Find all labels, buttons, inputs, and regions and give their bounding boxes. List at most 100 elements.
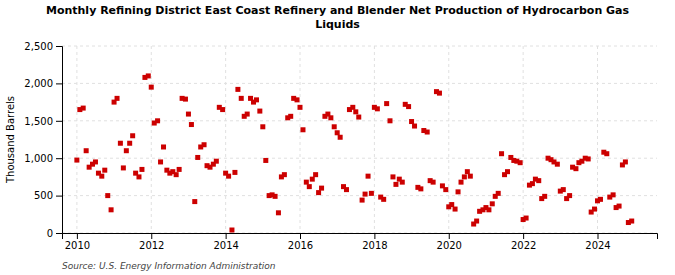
chart: 2010201220142016201820202022202405001,00…	[0, 0, 675, 275]
point	[431, 180, 436, 185]
axis-line	[56, 47, 63, 234]
point	[518, 160, 523, 165]
tick-label: 2024	[585, 240, 610, 251]
point	[102, 168, 107, 173]
point	[567, 193, 572, 198]
point	[149, 85, 154, 90]
tick-label: 0	[47, 228, 53, 239]
point	[161, 144, 166, 149]
point	[189, 122, 194, 127]
tick-mark	[56, 196, 62, 197]
tick-label: 1,000	[24, 153, 53, 164]
point	[353, 109, 358, 114]
point	[496, 191, 501, 196]
point	[245, 112, 250, 117]
tick-label: 2018	[362, 240, 387, 251]
point	[319, 186, 324, 191]
point	[369, 191, 374, 196]
point	[335, 130, 340, 135]
point	[381, 197, 386, 202]
point	[304, 180, 309, 185]
point	[328, 115, 333, 120]
y-axis: 05001,0001,5002,0002,500	[24, 41, 62, 239]
point	[298, 105, 303, 110]
point	[232, 170, 237, 175]
point	[437, 91, 442, 96]
tick: 1,500	[24, 116, 62, 127]
title-line: Liquids	[315, 18, 360, 31]
tick-mark	[56, 158, 62, 159]
grid-line	[523, 46, 524, 233]
point	[555, 162, 560, 167]
tick-label: 2022	[511, 240, 536, 251]
point	[598, 197, 603, 202]
grid-line	[62, 158, 657, 159]
point	[257, 109, 262, 114]
title: Monthly Refining District East Coast Ref…	[46, 4, 630, 31]
point	[307, 184, 312, 189]
grid-line	[225, 46, 226, 233]
point	[136, 174, 141, 179]
point	[425, 130, 430, 135]
grid-line	[597, 46, 598, 233]
point	[486, 207, 491, 212]
point	[276, 210, 281, 215]
point	[313, 172, 318, 177]
tick-label: 2012	[139, 240, 164, 251]
tick: 2,000	[24, 78, 62, 89]
point	[254, 97, 259, 102]
point	[202, 142, 207, 147]
source-note: Source: U.S. Energy Information Administ…	[62, 261, 276, 271]
point	[449, 202, 454, 207]
point	[409, 119, 414, 124]
point	[406, 104, 411, 109]
point	[459, 180, 464, 185]
point	[524, 216, 529, 221]
point	[573, 166, 578, 171]
point	[384, 101, 389, 106]
point	[418, 186, 423, 191]
point	[118, 141, 123, 146]
tick: 2,500	[24, 41, 62, 52]
grid-line	[374, 46, 375, 233]
point	[235, 87, 240, 92]
point	[109, 207, 114, 212]
point	[536, 178, 541, 183]
point	[146, 73, 151, 78]
point	[356, 115, 361, 120]
grid-line	[300, 46, 301, 233]
point	[530, 181, 535, 186]
point	[490, 201, 495, 206]
point	[310, 177, 315, 182]
point	[229, 228, 234, 233]
point	[456, 189, 461, 194]
point	[400, 180, 405, 185]
point	[282, 172, 287, 177]
tick: 1,000	[24, 153, 62, 164]
points	[74, 73, 634, 232]
point	[105, 193, 110, 198]
tick-mark	[56, 121, 62, 122]
point	[174, 172, 179, 177]
title-line: Monthly Refining District East Coast Ref…	[46, 4, 630, 17]
point	[611, 192, 616, 197]
tick-mark	[56, 83, 62, 84]
axis-line	[63, 234, 658, 240]
tick-mark	[56, 46, 62, 47]
point	[412, 124, 417, 129]
point	[127, 141, 132, 146]
point	[505, 169, 510, 174]
tick: 2012	[139, 233, 164, 251]
point	[623, 159, 628, 164]
grid-line	[76, 46, 77, 233]
point	[177, 167, 182, 172]
point	[273, 194, 278, 199]
point	[561, 187, 566, 192]
point	[300, 127, 305, 132]
plot-area: 2010201220142016201820202022202405001,00…	[24, 41, 657, 251]
point	[195, 155, 200, 160]
point	[130, 133, 135, 138]
point	[332, 124, 337, 129]
tick-mark	[56, 233, 62, 234]
tick-label: 2014	[213, 240, 238, 251]
